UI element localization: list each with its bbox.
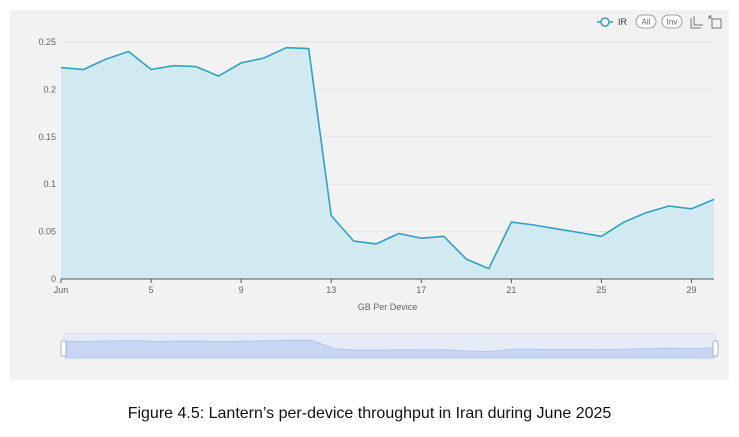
x-axis-title: GB Per Device [358, 302, 418, 312]
select-all-label: All [642, 18, 651, 27]
select-all-button[interactable]: All [635, 14, 657, 29]
y-tick-label: 0.15 [38, 132, 56, 142]
x-tick-label: 17 [416, 285, 426, 295]
legend-item-ir[interactable]: IR [597, 17, 628, 27]
data-zoom-slider[interactable] [60, 333, 719, 359]
x-tick-label: 13 [326, 285, 336, 295]
y-tick-label: 0.25 [38, 37, 56, 47]
y-tick-label: 0.1 [43, 179, 56, 189]
area-zoom-icon[interactable] [690, 16, 703, 29]
x-tick-label: 21 [506, 285, 516, 295]
inverse-select-label: Inv [667, 18, 678, 27]
series-area-ir [61, 47, 714, 280]
y-tick-label: 0 [51, 274, 56, 284]
zoom-reset-icon[interactable] [708, 15, 722, 29]
y-tick-label: 0.05 [38, 227, 56, 237]
legend-label: IR [618, 17, 628, 27]
series-line-ir [60, 46, 715, 270]
figure-caption: Figure 4.5: Lantern’s per-device through… [127, 405, 612, 422]
inverse-select-button[interactable]: Inv [661, 14, 683, 29]
x-tick-label: Jun [54, 285, 69, 295]
chart-panel: 0 0.05 0.1 0.15 0.2 0.25 Jun 5 9 13 17 21 25 29 GB Pe… [10, 10, 729, 380]
legend-marker-icon [600, 17, 610, 27]
zoom-preview-area [65, 339, 715, 359]
throughput-chart: 0 0.05 0.1 0.15 0.2 0.25 Jun 5 9 13 17 21 25 29 GB Pe… [38, 14, 722, 359]
x-tick-label: 29 [686, 285, 696, 295]
x-tick-label: 5 [149, 285, 154, 295]
zoom-handle-left[interactable] [60, 340, 67, 357]
zoom-handle-right[interactable] [712, 340, 719, 357]
x-tick-label: 9 [239, 285, 244, 295]
y-tick-label: 0.2 [43, 84, 56, 94]
x-tick-label: 25 [596, 285, 606, 295]
plot-area [60, 46, 715, 280]
axes: 0 0.05 0.1 0.15 0.2 0.25 Jun 5 9 13 17 21 25 29 [38, 37, 714, 295]
